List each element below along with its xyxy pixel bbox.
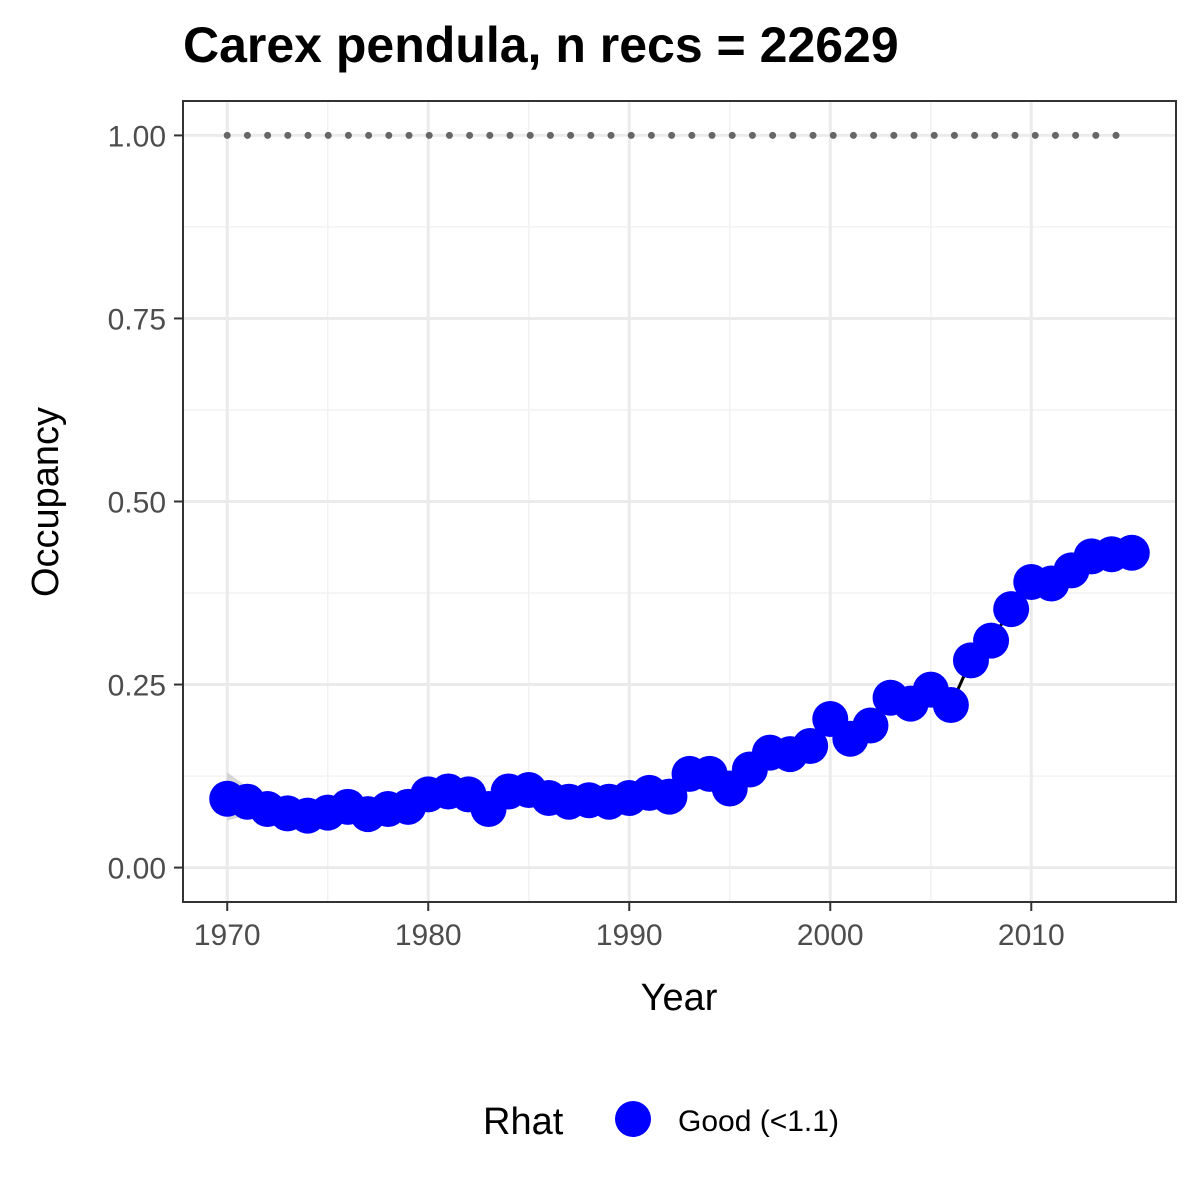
data-point	[1113, 534, 1150, 571]
x-tick-label: 1980	[395, 919, 462, 952]
y-axis-title: Occupancy	[25, 407, 67, 597]
data-point	[932, 687, 969, 724]
y-tick-label: 0.00	[108, 853, 166, 886]
legend-key-good	[615, 1101, 651, 1137]
x-tick-label: 2000	[797, 919, 864, 952]
y-tick-label: 0.25	[108, 670, 166, 703]
chart-title: Carex pendula, n recs = 22629	[183, 17, 899, 73]
x-tick-label: 2010	[998, 919, 1065, 952]
data-point	[852, 707, 889, 744]
legend: Rhat Good (<1.1)	[483, 1101, 839, 1143]
x-axis-title: Year	[641, 977, 718, 1019]
y-tick-label: 0.50	[108, 487, 166, 520]
plot-panel	[182, 100, 1177, 903]
data-points	[209, 534, 1150, 834]
x-tick-label: 1990	[596, 919, 663, 952]
x-axis-ticks: 1970 1980 1990 2000 2010	[194, 902, 1065, 952]
y-tick-label: 1.00	[108, 120, 166, 153]
data-point	[792, 728, 829, 765]
legend-label-good: Good (<1.1)	[678, 1105, 839, 1138]
data-point	[973, 622, 1010, 659]
data-point	[993, 591, 1030, 628]
y-axis-ticks: 0.00 0.25 0.50 0.75 1.00	[108, 120, 183, 886]
legend-title: Rhat	[483, 1101, 564, 1143]
y-tick-label: 0.75	[108, 303, 166, 336]
x-tick-label: 1970	[194, 919, 261, 952]
